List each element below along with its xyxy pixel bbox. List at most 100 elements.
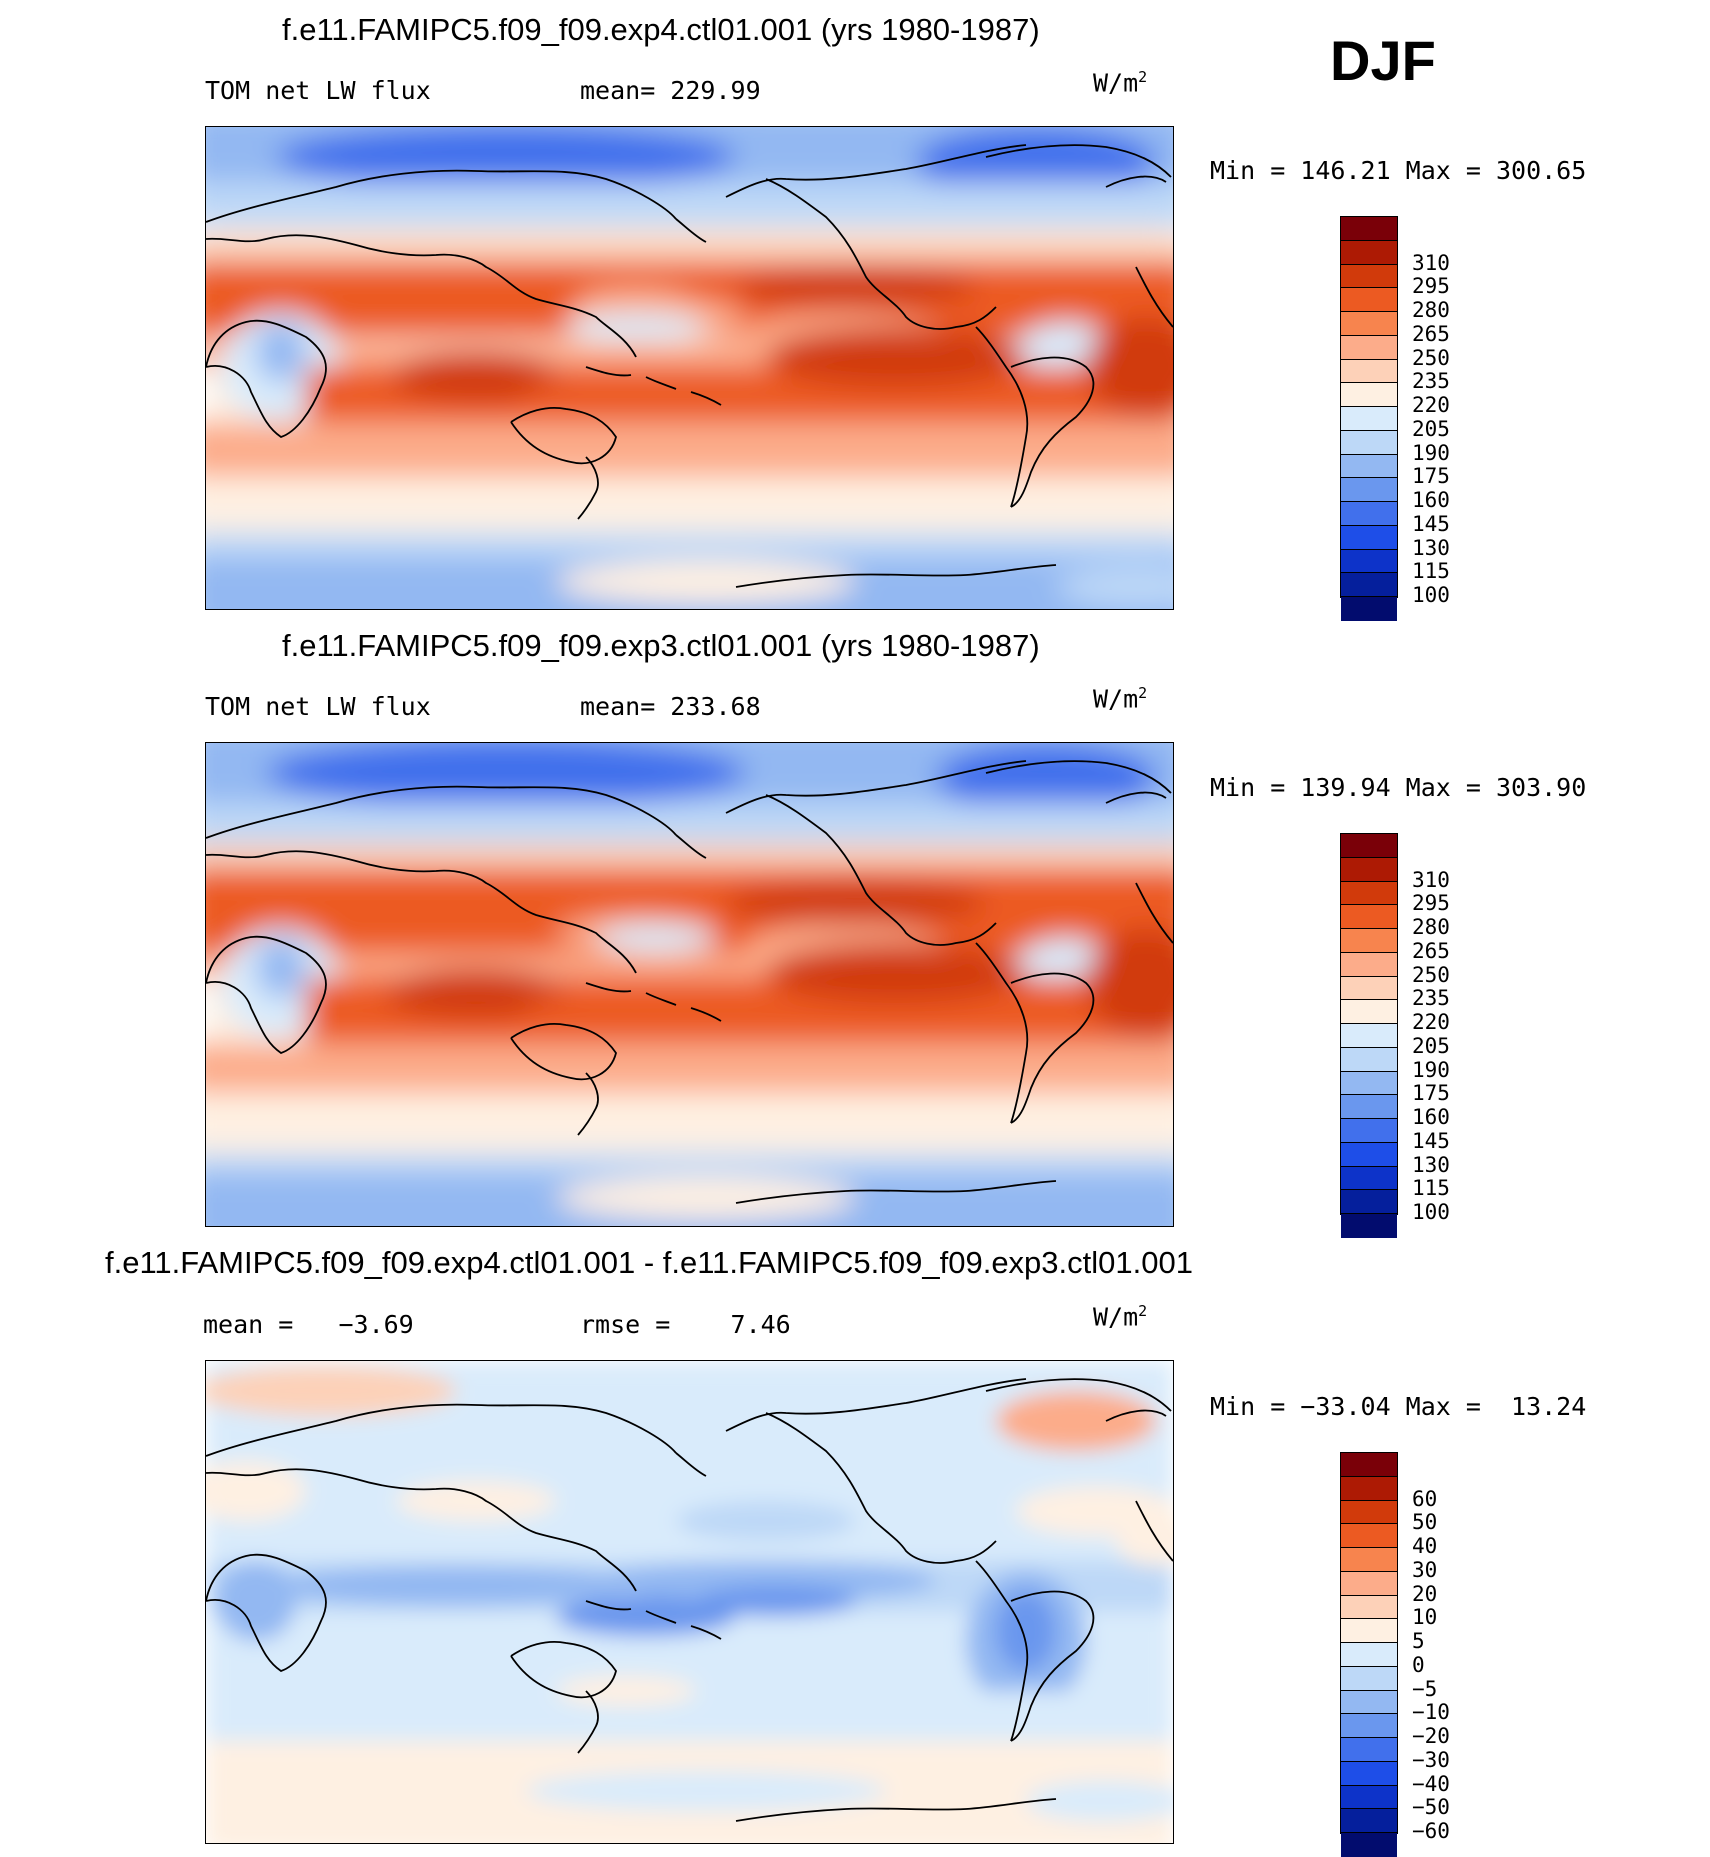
colorbar-swatch (1341, 1142, 1397, 1167)
colorbar-tick-label: 310 (1412, 250, 1450, 275)
colorbar-tick-label: 20 (1412, 1581, 1438, 1606)
colorbar-swatch (1341, 1761, 1397, 1786)
colorbar-tick-label: 5 (1412, 1629, 1425, 1654)
colorbar-swatch (1341, 905, 1397, 929)
colorbar-tick-label: 30 (1412, 1557, 1438, 1582)
colorbar-swatch (1341, 1190, 1397, 1214)
colorbar-tick-label: 235 (1412, 986, 1450, 1011)
colorbar-tick-label: 145 (1412, 1128, 1450, 1153)
panel-3-colorbar (1340, 1452, 1398, 1857)
colorbar-tick-label: 175 (1412, 1081, 1450, 1106)
colorbar-swatch (1341, 1024, 1397, 1048)
panel-3-title: f.e11.FAMIPC5.f09_f09.exp4.ctl01.001 - f… (105, 1245, 1193, 1280)
colorbar-swatch (1341, 549, 1397, 574)
colorbar-swatch (1341, 335, 1397, 360)
panel-3-units: W/m2 (1093, 1302, 1147, 1331)
colorbar-label-spacer (1412, 1464, 1450, 1488)
colorbar-swatch (1341, 407, 1397, 431)
colorbar-swatch (1341, 240, 1397, 265)
colorbar-tick-label: 205 (1412, 1033, 1450, 1058)
colorbar-swatch (1341, 1809, 1397, 1833)
colorbar-tick-label: 250 (1412, 345, 1450, 370)
panel-3-mean-label: mean = −3.69 (203, 1310, 414, 1339)
colorbar-swatch (1341, 525, 1397, 550)
panel-1-colorbar (1340, 216, 1398, 621)
panel-2-variable-label: TOM net LW flux (205, 692, 431, 721)
colorbar-swatch (1341, 1619, 1397, 1643)
panel-3-map (205, 1360, 1174, 1844)
colorbar-swatch (1341, 1714, 1397, 1738)
panel-1-units-exp: 2 (1138, 68, 1148, 86)
colorbar-label-spacer (1412, 228, 1450, 252)
colorbar-tick-label: −40 (1412, 1771, 1450, 1796)
colorbar-tick-label: 115 (1412, 1176, 1450, 1201)
colorbar-tick-label: 130 (1412, 1152, 1450, 1177)
colorbar-tick-label: 10 (1412, 1605, 1438, 1630)
season-label: DJF (1330, 29, 1436, 92)
colorbar-tick-label: 130 (1412, 535, 1450, 560)
colorbar-swatch (1341, 1548, 1397, 1572)
colorbar-swatch (1341, 1738, 1397, 1762)
colorbar-swatch (1341, 430, 1397, 455)
colorbar-swatch (1341, 1453, 1397, 1477)
colorbar-swatch (1341, 1571, 1397, 1596)
colorbar-swatch (1341, 1476, 1397, 1501)
colorbar-swatch (1341, 217, 1397, 241)
colorbar-tick-label: −30 (1412, 1747, 1450, 1772)
colorbar-tick-label: 160 (1412, 1105, 1450, 1130)
colorbar-swatch (1341, 264, 1397, 289)
colorbar-tick-label: 295 (1412, 891, 1450, 916)
colorbar-tick-label: 190 (1412, 1057, 1450, 1082)
colorbar-swatch (1341, 573, 1397, 597)
panel-3-units-base: W/m (1093, 1302, 1139, 1332)
colorbar-swatch (1341, 881, 1397, 906)
panel-1-mean-label: mean= 229.99 (580, 76, 761, 105)
panel-1-units-base: W/m (1093, 68, 1139, 98)
colorbar-swatch (1341, 597, 1397, 621)
colorbar-tick-label: 280 (1412, 298, 1450, 323)
colorbar-swatch (1341, 454, 1397, 479)
panel-2-colorbar (1340, 833, 1398, 1238)
panel-2-coastlines (206, 760, 1173, 1204)
colorbar-swatch (1341, 1000, 1397, 1024)
panel-3-colorbar-labels: 60 50 40 30 20 10 5 0 −5 −10 −20 −30 −40 −50 −60 (1412, 1452, 1450, 1843)
panel-2-colorbar-labels: 310 295 280 265 250 235 220 205 190 175 160 145 130 1… (1412, 833, 1450, 1224)
colorbar-tick-label: 265 (1412, 938, 1450, 963)
colorbar-swatch (1341, 1071, 1397, 1096)
colorbar-swatch (1341, 1500, 1397, 1525)
colorbar-tick-label: 115 (1412, 559, 1450, 584)
colorbar-tick-label: 280 (1412, 915, 1450, 940)
colorbar-tick-label: −60 (1412, 1819, 1450, 1844)
panel-3-units-exp: 2 (1138, 1302, 1148, 1320)
panel-3-map-canvas (206, 1361, 1173, 1843)
panel-1-coastlines (206, 144, 1173, 588)
panel-2-mean-label: mean= 233.68 (580, 692, 761, 721)
colorbar-tick-label: 175 (1412, 464, 1450, 489)
panel-2-units-base: W/m (1093, 684, 1139, 714)
colorbar-swatch (1341, 1524, 1397, 1548)
panel-1-map-canvas (206, 127, 1173, 609)
panel-3-coastlines (206, 1378, 1173, 1822)
panel-3-rmse-label: rmse = 7.46 (580, 1310, 791, 1339)
panel-2-map-canvas (206, 743, 1173, 1226)
colorbar-tick-label: 220 (1412, 1010, 1450, 1035)
colorbar-swatch (1341, 502, 1397, 526)
colorbar-swatch (1341, 1166, 1397, 1191)
colorbar-tick-label: −20 (1412, 1724, 1450, 1749)
colorbar-swatch (1341, 1119, 1397, 1143)
colorbar-tick-label: 40 (1412, 1534, 1438, 1559)
colorbar-tick-label: 50 (1412, 1510, 1438, 1535)
panel-2-units: W/m2 (1093, 684, 1147, 713)
colorbar-tick-label: 310 (1412, 867, 1450, 892)
colorbar-swatch (1341, 288, 1397, 312)
panel-1-minmax: Min = 146.21 Max = 300.65 (1210, 156, 1587, 185)
colorbar-tick-label: 100 (1412, 1200, 1450, 1225)
colorbar-swatch (1341, 1643, 1397, 1667)
colorbar-tick-label: 60 (1412, 1486, 1438, 1511)
colorbar-swatch (1341, 857, 1397, 882)
colorbar-tick-label: 220 (1412, 393, 1450, 418)
colorbar-tick-label: 0 (1412, 1652, 1425, 1677)
colorbar-swatch (1341, 1095, 1397, 1119)
panel-1-variable-label: TOM net LW flux (205, 76, 431, 105)
colorbar-tick-label: 250 (1412, 962, 1450, 987)
